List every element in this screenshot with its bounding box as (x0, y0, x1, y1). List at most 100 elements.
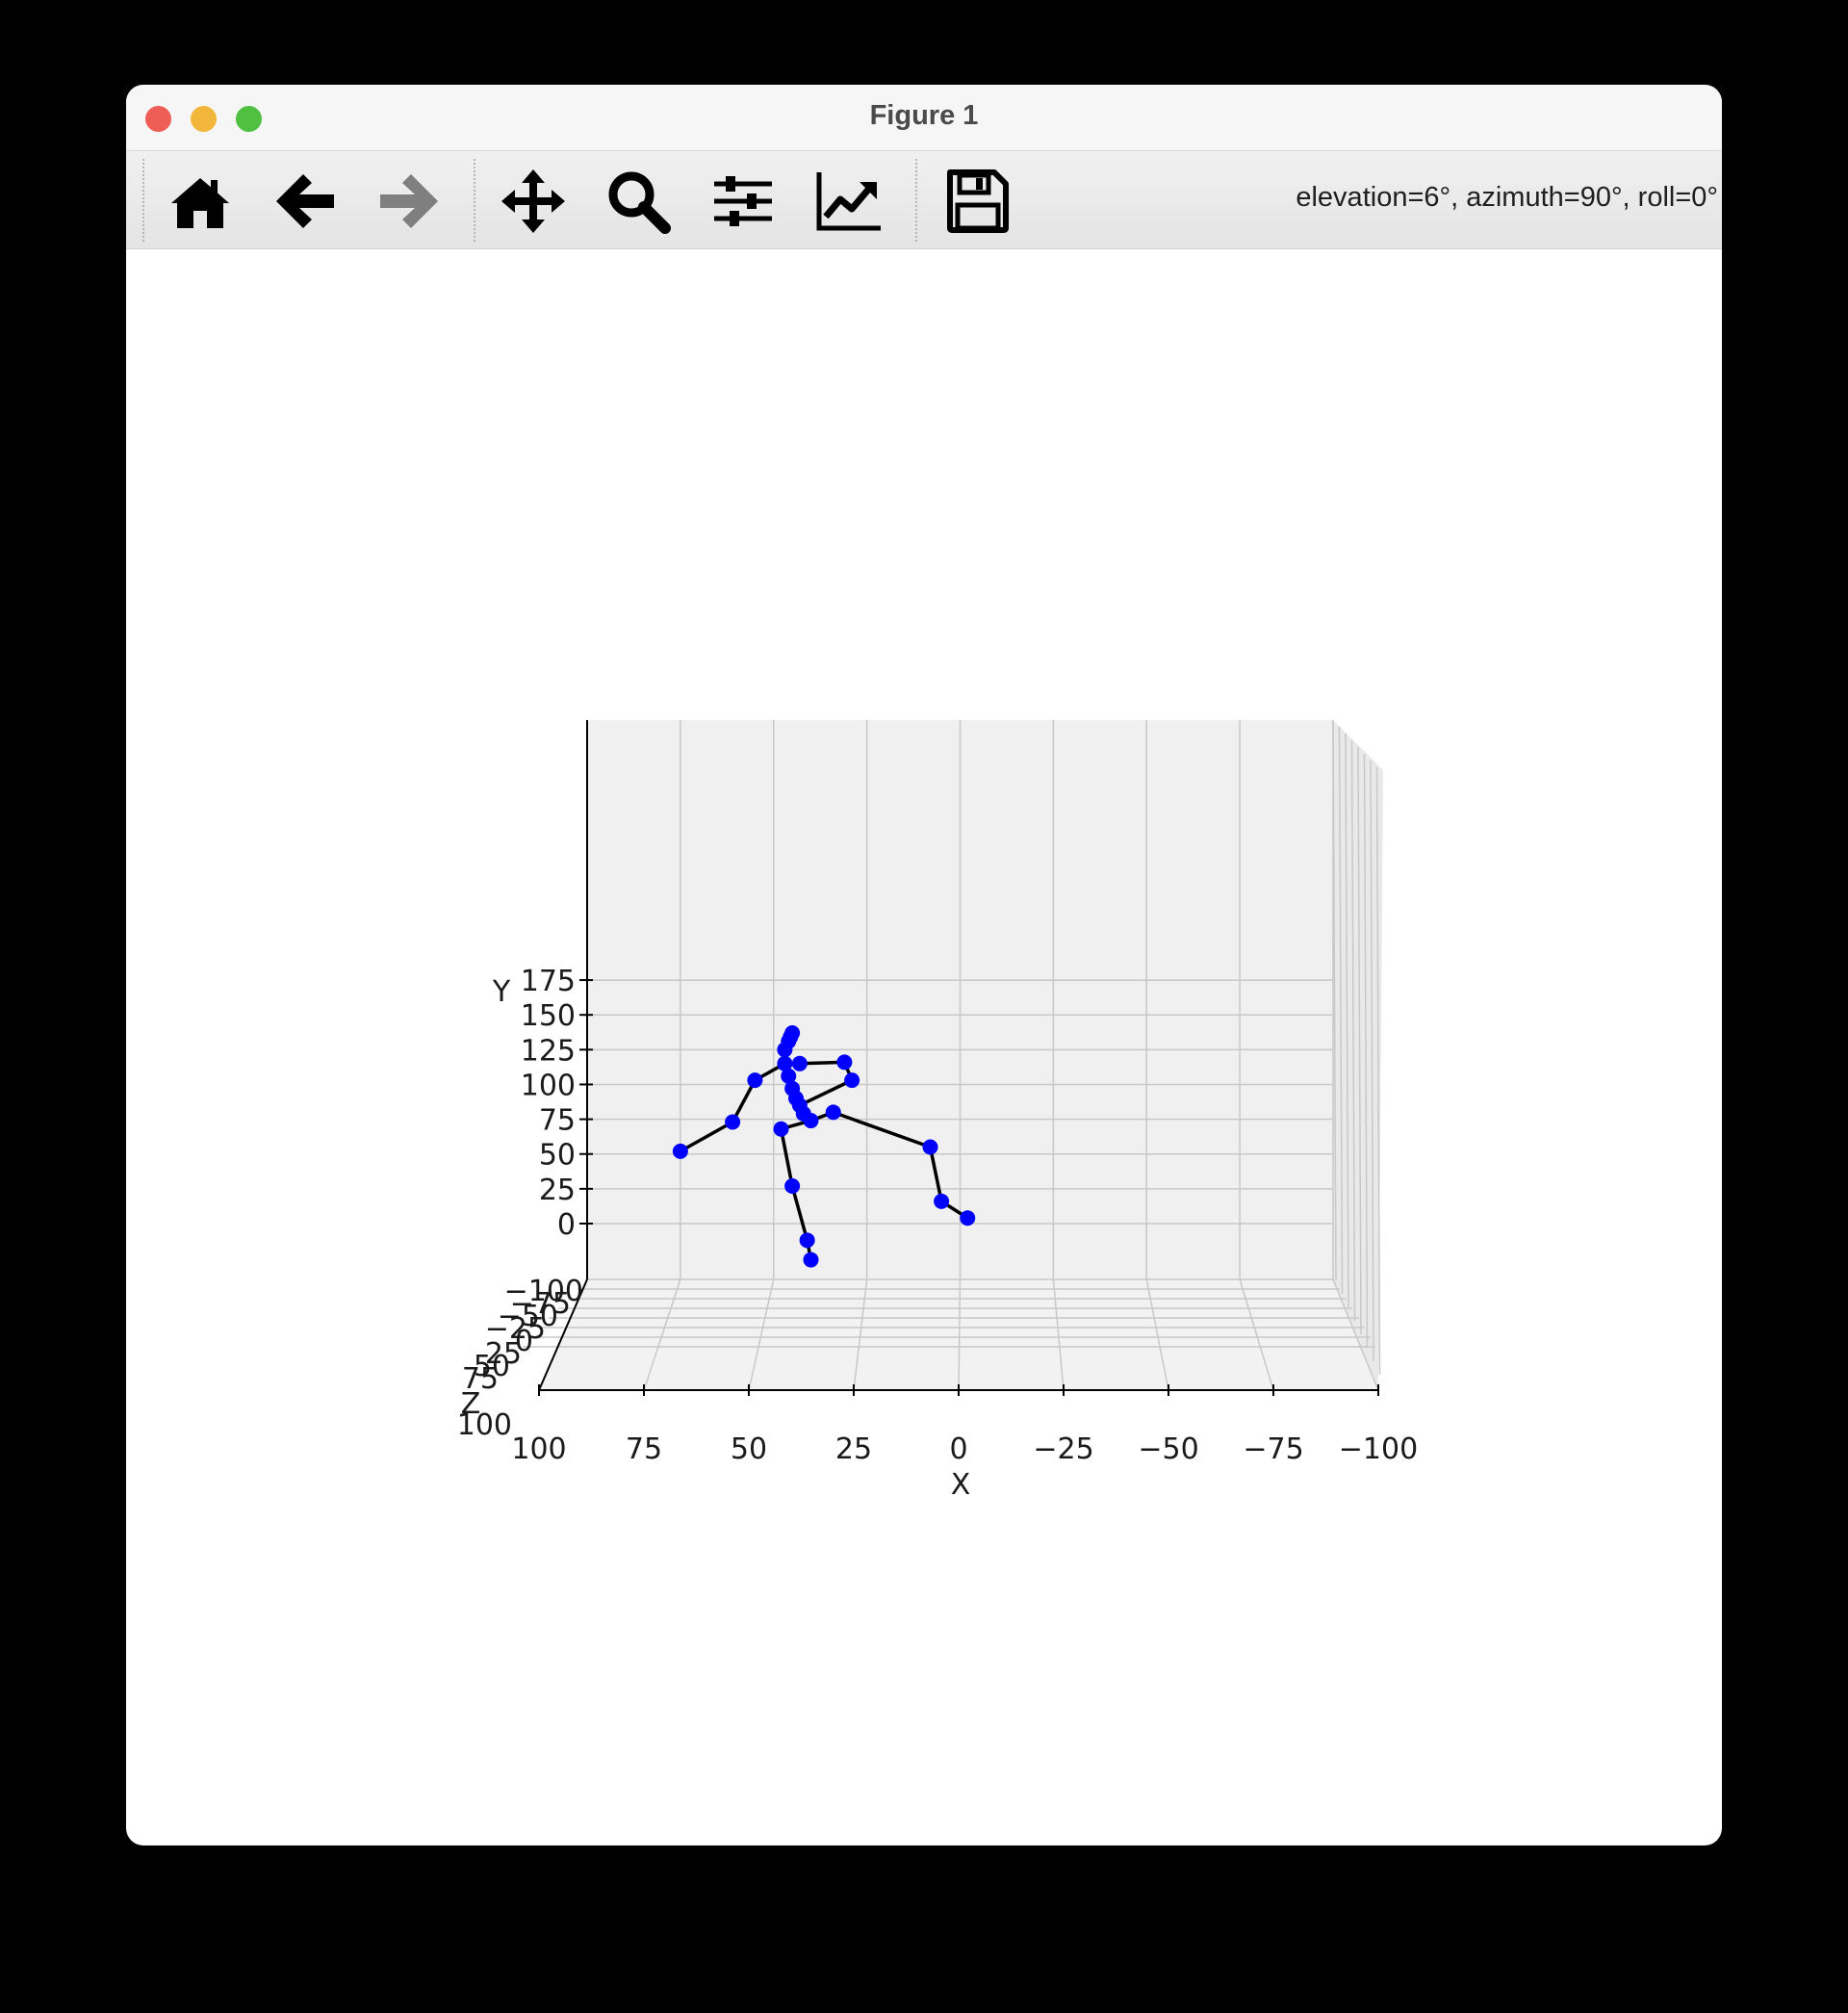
x-tick-label: 50 (731, 1432, 767, 1466)
magnifier-icon (608, 171, 671, 234)
arrow-left-icon (276, 174, 334, 228)
move-icon (501, 169, 565, 233)
x-axis-label: X (951, 1468, 971, 1502)
figure-window: Figure 1 (126, 85, 1722, 1845)
skeleton-bone (679, 1120, 734, 1153)
joint-point (784, 1177, 801, 1194)
pan-button[interactable] (499, 167, 568, 236)
side-gridline (1357, 746, 1362, 1335)
subplots-button[interactable] (708, 167, 778, 236)
back-button[interactable] (270, 167, 340, 236)
y-tick-label: 150 (521, 999, 576, 1033)
joint-point (844, 1072, 860, 1089)
z-tick-label: −100 (504, 1275, 583, 1308)
x-floor-gridline (1052, 1278, 1065, 1391)
x-tick-label: −100 (1339, 1432, 1418, 1466)
arrow-right-icon (380, 174, 438, 228)
x-floor-gridline (1145, 1278, 1169, 1391)
close-window-button[interactable] (145, 106, 171, 132)
cursor-coordinates: elevation=6°, azimuth=90°, roll=0° (1296, 182, 1718, 213)
joint-point (777, 1055, 793, 1071)
toolbar-separator (142, 159, 144, 242)
side-gridline (1370, 760, 1374, 1362)
joint-point (825, 1104, 841, 1121)
y-tick-label: 50 (539, 1139, 576, 1173)
y-tick-label: 0 (557, 1208, 576, 1242)
skeleton-bone (790, 1184, 809, 1243)
z-tick-label: 50 (474, 1350, 510, 1383)
zoom-button[interactable] (603, 167, 673, 236)
joint-point (777, 1042, 793, 1058)
x-floor-gridline (1332, 1278, 1379, 1391)
sliders-icon (714, 176, 772, 226)
home-icon (171, 178, 229, 228)
y-tick-label: 75 (539, 1104, 576, 1138)
y-tick-label: 175 (521, 965, 576, 998)
x-floor-gridline (853, 1278, 868, 1391)
skeleton-bone (779, 1126, 794, 1188)
joint-point (803, 1113, 819, 1129)
skeleton-bone (928, 1145, 943, 1203)
joint-point (960, 1210, 976, 1226)
z-tick-label: −50 (498, 1300, 558, 1333)
side-gridline (1332, 719, 1337, 1281)
joint-point (672, 1143, 688, 1159)
side-gridline (1338, 726, 1344, 1295)
side-gridline (1350, 739, 1356, 1322)
joint-point (799, 1232, 815, 1249)
z-tick-label: −25 (485, 1312, 546, 1346)
title-bar: Figure 1 (126, 85, 1722, 151)
x-tick-label: −50 (1138, 1432, 1198, 1466)
joint-point (781, 1068, 797, 1084)
forward-button[interactable] (374, 167, 444, 236)
z-tick-label: 0 (515, 1325, 533, 1358)
x-tick-label: −25 (1033, 1432, 1093, 1466)
home-button[interactable] (166, 167, 235, 236)
x-floor-gridline (958, 1278, 962, 1391)
y-tick-label: 25 (539, 1174, 576, 1207)
save-button[interactable] (942, 167, 1012, 236)
x-tick-label: −75 (1243, 1432, 1303, 1466)
joint-point (725, 1114, 741, 1130)
z-axis-line (538, 1278, 588, 1391)
x-tick-label: 0 (949, 1432, 967, 1466)
edit-axes-button[interactable] (813, 167, 883, 236)
maximize-window-button[interactable] (236, 106, 262, 132)
toolbar-separator (474, 159, 475, 242)
z-tick-label: −75 (510, 1287, 571, 1321)
x-floor-gridline (643, 1278, 681, 1391)
y-tick-label: 125 (521, 1034, 576, 1068)
axis-labels: 100 75 50 25 0 −25 −50 −75 −10017515012510075502… (457, 965, 1418, 1502)
toolbar-separator (915, 159, 917, 242)
side-gridline (1375, 766, 1381, 1376)
x-floor-gridline (1239, 1278, 1274, 1391)
x-tick-label: 25 (835, 1432, 872, 1466)
side-gridline (1363, 753, 1369, 1349)
skeleton-bone (798, 1078, 854, 1107)
joint-point (791, 1055, 808, 1071)
y-axis-label: Y (492, 975, 511, 1009)
z-tick-label: 25 (485, 1337, 522, 1371)
floppy-disk-icon (947, 169, 1009, 233)
z-tick-label: 100 (457, 1408, 512, 1442)
axis-lines (538, 720, 1379, 1396)
z-tick-label: 75 (462, 1362, 499, 1396)
side-gridline (1345, 733, 1349, 1308)
joint-point (836, 1054, 853, 1071)
joint-point (934, 1193, 950, 1209)
x-tick-label: 100 (511, 1432, 566, 1466)
z-axis-label: Z (461, 1387, 481, 1421)
joint-point (922, 1139, 938, 1155)
navigation-toolbar: elevation=6°, azimuth=90°, roll=0° (126, 151, 1722, 249)
joint-point (803, 1252, 819, 1268)
joint-point (773, 1121, 789, 1137)
minimize-window-button[interactable] (191, 106, 217, 132)
joint-point (747, 1072, 763, 1089)
line-chart-icon (816, 172, 881, 231)
skeleton-bone (832, 1110, 933, 1149)
x-floor-gridline (748, 1278, 775, 1391)
skeleton-bone (731, 1078, 757, 1124)
window-title: Figure 1 (869, 100, 979, 131)
y-tick-label: 100 (521, 1069, 576, 1102)
